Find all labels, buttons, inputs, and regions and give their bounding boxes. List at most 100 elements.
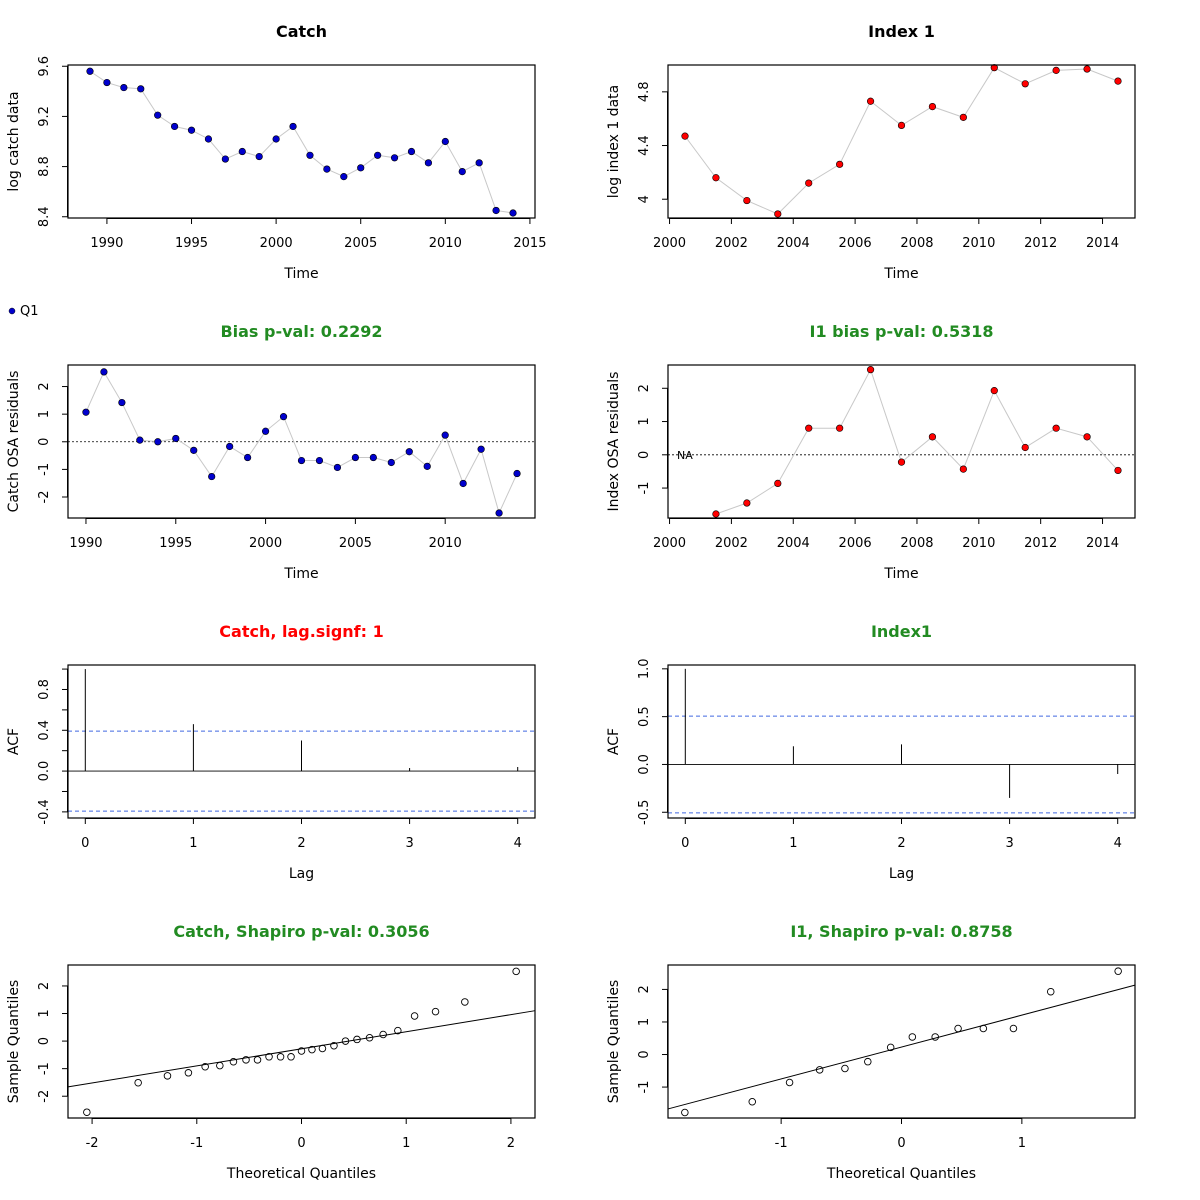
index_resid-title: I1 bias p-val: 0.5318	[810, 322, 994, 341]
index_acf-x-tick-label: 4	[1114, 836, 1122, 851]
index_resid-x-tick-label: 2000	[653, 536, 686, 551]
catch_acf-y-tick-label: 0.0	[37, 761, 52, 782]
catch-point	[154, 111, 162, 119]
index_resid-series-line	[715, 368, 1119, 515]
index_resid-point	[959, 465, 967, 473]
index_resid-x-label: Time	[883, 566, 918, 582]
catch_acf-x-tick-label: 3	[405, 836, 413, 851]
catch_qq-title: Catch, Shapiro p-val: 0.3056	[173, 922, 429, 941]
catch_qq-point	[341, 1037, 350, 1045]
index_qq-panel: I1, Shapiro p-val: 0.8758 -1 0 1 -1 0 1 2 Theore…	[606, 922, 1136, 1182]
catch_acf-x-tick-label: 1	[189, 836, 197, 851]
catch_acf-x-tick-label: 4	[514, 836, 522, 851]
index_resid-point	[743, 499, 751, 507]
catch_qq-x-tick-label: 0	[297, 1136, 305, 1151]
catch_resid-x-tick-label: 2010	[429, 536, 462, 551]
index_resid-point	[836, 424, 844, 432]
catch_acf-y-label: ACF	[6, 728, 22, 755]
catch-point	[120, 83, 128, 92]
catch_resid-point	[261, 427, 270, 435]
catch_qq-point	[394, 1026, 402, 1035]
catch-point	[475, 159, 483, 167]
index_qq-y-tick-label: -1	[637, 1081, 652, 1094]
catch_qq-x-tick-label: -1	[190, 1136, 203, 1151]
index_resid-y-tick-label: 2	[637, 384, 652, 392]
index_qq-x-tick-label: 0	[897, 1136, 905, 1151]
catch_resid-y-tick-label: -1	[37, 463, 52, 476]
catch-point	[458, 167, 466, 176]
catch_resid-x-tick-label: 2005	[339, 536, 372, 551]
catch_qq-panel: Catch, Shapiro p-val: 0.3056 -2 -1 0 1 2 -2 -1 0…	[6, 922, 536, 1182]
catch_resid-y-label: Catch OSA residuals	[6, 371, 22, 513]
catch_resid-x-tick-label: 1990	[69, 536, 102, 551]
catch_qq-qq-line	[67, 1010, 536, 1088]
index1-point	[928, 103, 937, 111]
catch_resid-x-label: Time	[283, 566, 318, 582]
catch-x-tick-label: 2015	[513, 236, 546, 251]
index1-point	[774, 210, 782, 218]
index_qq-point	[886, 1043, 895, 1052]
catch_qq-y-tick-label: -2	[37, 1090, 52, 1103]
index_resid-point	[712, 510, 720, 518]
catch_resid-point	[279, 413, 288, 421]
index1-point	[866, 97, 875, 105]
catch_resid-point	[297, 456, 306, 465]
catch_qq-point	[163, 1072, 172, 1080]
catch_resid-point	[351, 453, 359, 462]
catch_qq-point	[229, 1058, 238, 1066]
index1-point	[959, 113, 967, 121]
catch-panel: Catch 1990 1995 2000 2005 2010 2015 8.4 8.8 9.2 9.…	[6, 22, 546, 282]
index1-x-tick-label: 2008	[900, 236, 933, 251]
catch_resid-point	[118, 398, 126, 407]
catch-x-tick-label: 1995	[175, 236, 208, 251]
catch_resid-point	[459, 479, 467, 488]
catch_resid-point	[100, 368, 108, 376]
catch_resid-y-tick-label: 1	[37, 410, 52, 418]
index_qq-point	[1009, 1024, 1018, 1033]
catch-point	[374, 151, 382, 159]
index_acf-x-tick-label: 2	[897, 836, 905, 851]
catch_qq-x-tick-label: 2	[507, 1136, 515, 1151]
catch_resid-point	[369, 453, 377, 462]
index_acf-y-tick-label: -0.5	[637, 800, 652, 825]
index_qq-x-tick-label: -1	[775, 1136, 788, 1151]
index_qq-point	[841, 1064, 849, 1073]
catch_acf-x-tick-label: 2	[297, 836, 305, 851]
catch_resid-y-tick-label: -2	[37, 491, 52, 504]
catch_qq-point	[431, 1007, 440, 1016]
index_acf-x-tick-label: 0	[681, 836, 689, 851]
catch_resid-point	[333, 463, 342, 472]
index_acf-title: Index1	[871, 622, 932, 641]
index1-x-label: Time	[883, 266, 918, 282]
catch-y-tick-label: 9.6	[37, 56, 52, 77]
index_qq-title: I1, Shapiro p-val: 0.8758	[790, 922, 1012, 941]
catch_qq-x-tick-label: -2	[86, 1136, 99, 1151]
catch_qq-point	[461, 998, 469, 1006]
catch-point	[509, 209, 517, 217]
catch_qq-point	[276, 1053, 285, 1061]
catch-point	[289, 122, 297, 131]
catch_qq-point	[242, 1056, 250, 1064]
catch_qq-y-tick-label: -1	[37, 1062, 52, 1075]
index_resid-point	[990, 387, 998, 395]
index_resid-point	[1114, 466, 1122, 475]
index1-point	[1052, 66, 1060, 74]
index1-y-tick-label: 4	[637, 195, 652, 203]
index_qq-point	[681, 1108, 689, 1117]
catch-x-label: Time	[283, 266, 318, 282]
catch-point	[407, 147, 416, 156]
catch_qq-x-label: Theoretical Quantiles	[226, 1166, 376, 1182]
catch_acf-x-label: Lag	[289, 866, 314, 882]
catch_resid-point	[244, 453, 252, 462]
index1-point	[1083, 65, 1091, 73]
catch_qq-point	[512, 967, 520, 976]
index_qq-point	[931, 1033, 939, 1041]
catch-point	[272, 135, 280, 143]
index_qq-point	[815, 1066, 824, 1074]
catch-point	[204, 135, 213, 143]
index_qq-x-label: Theoretical Quantiles	[826, 1166, 976, 1182]
catch-point	[221, 155, 229, 163]
catch_acf-y-tick-label: 0.8	[37, 679, 52, 700]
index_resid-point	[805, 424, 813, 432]
